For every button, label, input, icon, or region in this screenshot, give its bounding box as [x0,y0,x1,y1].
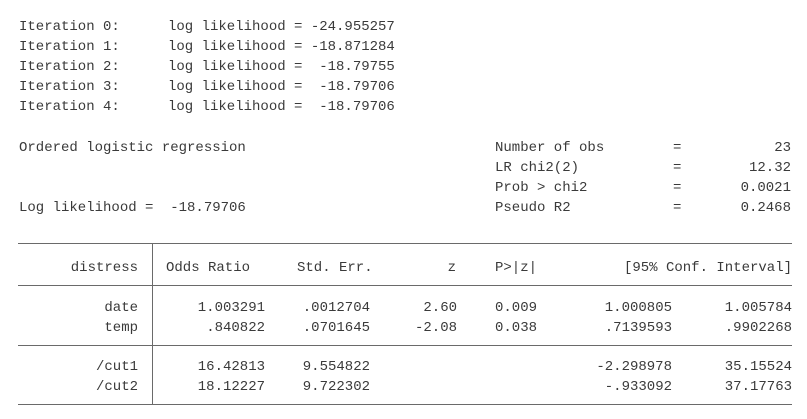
stat-value: 0.0021 [740,180,791,196]
iteration-label: Iteration 0: [19,19,120,35]
header-odds-ratio: Odds Ratio [166,260,251,276]
stat-value: 0.2468 [740,200,791,216]
row-variable: temp [104,320,138,336]
row-odds-ratio: 1.003291 [197,300,265,316]
row-ci-lower: .7139593 [604,320,672,336]
iteration-value: log likelihood = -18.871284 [168,39,395,55]
header-conf-interval: [95% Conf. Interval] [623,260,792,276]
header-z: z [447,260,456,276]
stat-equals: = [673,140,682,156]
row-ci-upper: .9902268 [724,320,792,336]
cut-ci-lower: -2.298978 [596,359,672,375]
row-std-err: .0701645 [302,320,370,336]
table-bottom-rule [18,404,792,405]
stat-equals: = [673,180,682,196]
table-column-divider [152,243,153,405]
model-title: Ordered logistic regression [19,140,246,156]
cut-std-err: 9.554822 [302,359,370,375]
iteration-label: Iteration 3: [19,79,120,95]
iteration-label: Iteration 1: [19,39,120,55]
iteration-label: Iteration 2: [19,59,120,75]
stat-label: Prob > chi2 [495,180,588,196]
row-z: 2.60 [423,300,457,316]
row-p-value: 0.038 [495,320,538,336]
header-std-err: Std. Err. [297,260,373,276]
iteration-value: log likelihood = -18.79706 [168,99,395,115]
stat-value: 23 [774,140,791,156]
row-ci-lower: 1.000805 [604,300,672,316]
iteration-label: Iteration 4: [19,99,120,115]
cut-std-err: 9.722302 [302,379,370,395]
cut-variable: /cut1 [95,359,138,375]
row-ci-upper: 1.005784 [724,300,792,316]
cut-ci-upper: 37.17763 [724,379,792,395]
row-p-value: 0.009 [495,300,538,316]
header-p-value: P>|z| [495,260,538,276]
cut-variable: /cut2 [95,379,138,395]
row-z: -2.08 [414,320,457,336]
header-variable: distress [70,260,138,276]
iteration-value: log likelihood = -18.79706 [168,79,395,95]
log-likelihood: Log likelihood = -18.79706 [19,200,246,216]
table-section-rule [18,345,792,346]
table-header-rule [18,285,792,286]
cut-coef: 16.42813 [197,359,265,375]
table-top-rule [18,243,792,244]
stat-label: LR chi2(2) [495,160,580,176]
row-variable: date [104,300,138,316]
row-std-err: .0012704 [302,300,370,316]
stat-equals: = [673,160,682,176]
stat-label: Pseudo R2 [495,200,571,216]
iteration-value: log likelihood = -18.79755 [168,59,395,75]
stat-equals: = [673,200,682,216]
stat-value: 12.32 [748,160,791,176]
stat-label: Number of obs [495,140,605,156]
cut-ci-upper: 35.15524 [724,359,792,375]
iteration-value: log likelihood = -24.955257 [168,19,395,35]
row-odds-ratio: .840822 [206,320,265,336]
cut-ci-lower: -.933092 [604,379,672,395]
cut-coef: 18.12227 [197,379,265,395]
